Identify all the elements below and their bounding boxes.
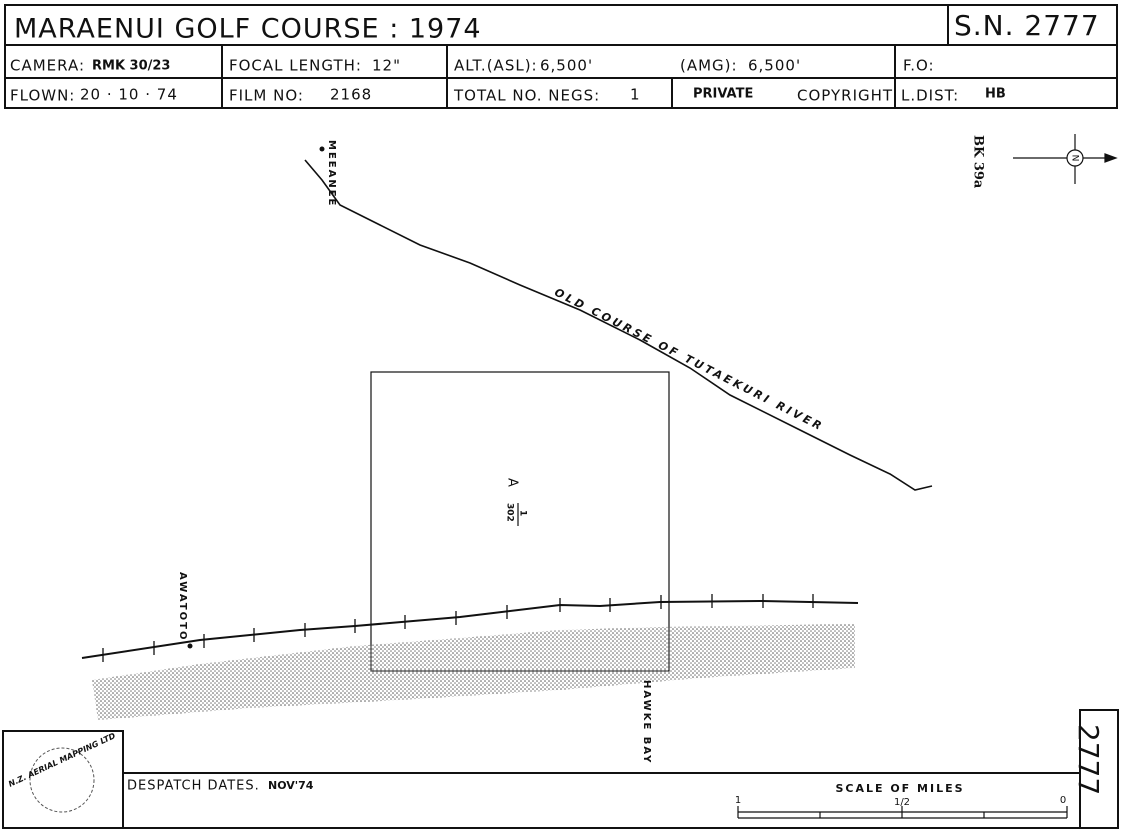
label: FOCAL LENGTH: bbox=[229, 57, 362, 75]
label: ALT.(ASL): bbox=[454, 57, 538, 75]
run-label: A bbox=[505, 478, 520, 487]
label: CAMERA: bbox=[10, 57, 85, 75]
value: 1 bbox=[630, 86, 641, 104]
value: 6,500' bbox=[748, 57, 801, 75]
value: NOV'74 bbox=[268, 779, 314, 792]
scale-title: SCALE OF MILES bbox=[835, 782, 964, 795]
label: FLOWN: bbox=[10, 87, 75, 105]
sheet-number: 2777 bbox=[1072, 724, 1105, 795]
frame-top: 1 bbox=[518, 510, 528, 516]
label: TOTAL NO. NEGS: bbox=[453, 87, 600, 105]
scale-label: 1/2 bbox=[894, 797, 910, 808]
place-label: HAWKE BAY bbox=[641, 680, 652, 764]
label: F.O: bbox=[903, 57, 935, 75]
header-grid bbox=[4, 4, 1118, 109]
beach bbox=[92, 624, 855, 720]
place-label: AWATOTO bbox=[177, 572, 188, 641]
scale-label: 1 bbox=[735, 795, 741, 806]
road-ticks bbox=[102, 594, 814, 662]
value: RMK 30/23 bbox=[92, 59, 170, 74]
block-label: BK 39a bbox=[971, 135, 986, 189]
river-label: OLD COURSE OF TUTAEKURI RIVER bbox=[552, 286, 826, 434]
north-arrow bbox=[1013, 134, 1118, 184]
value: 12" bbox=[372, 57, 401, 75]
value: 2168 bbox=[330, 86, 372, 104]
footer-grid bbox=[2, 709, 1119, 829]
photo-frame bbox=[370, 371, 670, 672]
label: L.DIST: bbox=[901, 87, 959, 105]
coast-road bbox=[81, 599, 859, 659]
river-course bbox=[304, 159, 933, 491]
north-label: N bbox=[1070, 155, 1080, 162]
label: COPYRIGHT bbox=[797, 87, 893, 105]
place-label: MEEANEE bbox=[326, 140, 337, 207]
logo-text: N.Z. AERIAL MAPPING LTD bbox=[7, 731, 117, 789]
value: HB bbox=[985, 87, 1006, 102]
place-dot bbox=[319, 146, 325, 152]
label: DESPATCH DATES. bbox=[127, 779, 260, 794]
sheet-id: S.N. 2777 bbox=[954, 9, 1100, 42]
label: PRIVATE bbox=[693, 87, 753, 102]
scale-label: 0 bbox=[1060, 795, 1066, 806]
frame-bottom: 302 bbox=[505, 503, 515, 522]
scale-bar bbox=[737, 806, 1068, 819]
label: FILM NO: bbox=[229, 87, 304, 105]
value: 6,500' bbox=[540, 57, 593, 75]
place-dot bbox=[187, 643, 193, 649]
title: MARAENUI GOLF COURSE : 1974 bbox=[14, 14, 482, 45]
label: (AMG): bbox=[680, 57, 738, 75]
logo-emblem bbox=[29, 747, 95, 813]
value: 20 · 10 · 74 bbox=[80, 86, 178, 104]
